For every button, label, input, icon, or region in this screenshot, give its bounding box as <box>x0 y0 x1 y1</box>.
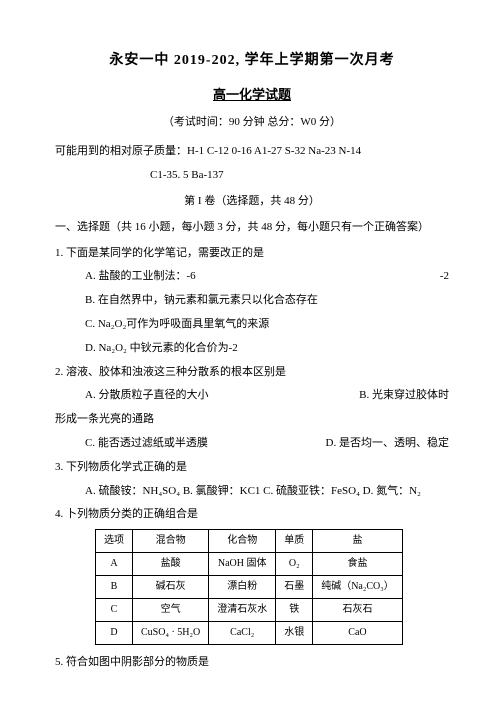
q1-opt-a: A. 盐酸的工业制法：-6 -2 <box>85 267 449 287</box>
th-mixture: 混合物 <box>133 530 209 553</box>
th-element: 单质 <box>276 530 313 553</box>
cell: CuSO₄ · 5H₂O <box>133 622 209 645</box>
table-row: A 盐酸 NaOH 固体 O₂ 食盐 <box>96 553 403 576</box>
cell: NaOH 固体 <box>209 553 276 576</box>
cell: 石墨 <box>276 576 313 599</box>
q2-d: D. 是否均一、透明、稳定 <box>326 434 449 454</box>
q2-c: C. 能否透过滤纸或半透膜 <box>85 434 326 454</box>
th-salt: 盐 <box>313 530 403 553</box>
q1-opt-d: D. Na₂O₂ 中钬元素的化合价为-2 <box>85 339 449 359</box>
q1-a-left: A. 盐酸的工业制法：-6 <box>85 267 440 287</box>
cell: 空气 <box>133 599 209 622</box>
q3-opts: A. 硫酸铵：NH₄SO₄ B. 氯酸钾：KC1 C. 硫酸亚铁：FeSO₄ D… <box>85 482 449 502</box>
cell: 纯碱（Na₂CO₃） <box>313 576 403 599</box>
part1-heading: 一、选择题（共 16 小题，每小题 3 分，共 48 分，每小题只有一个正确答案… <box>55 218 449 238</box>
cell: C <box>96 599 133 622</box>
q2-stem: 2. 溶液、胶体和浊液这三种分散系的根本区别是 <box>55 363 449 383</box>
table-row: C 空气 澄清石灰水 铁 石灰石 <box>96 599 403 622</box>
cell: 食盐 <box>313 553 403 576</box>
q4-table: 选项 混合物 化合物 单质 盐 A 盐酸 NaOH 固体 O₂ 食盐 B 碱石灰… <box>95 529 403 645</box>
table-header-row: 选项 混合物 化合物 单质 盐 <box>96 530 403 553</box>
cell: O₂ <box>276 553 313 576</box>
atomic-mass-line2: C1-35. 5 Ba-137 <box>150 166 449 186</box>
q3-stem: 3. 下列物质化学式正确的是 <box>55 458 449 478</box>
table-row: D CuSO₄ · 5H₂O CaCl₂ 水银 CaO <box>96 622 403 645</box>
q4-stem: 4. 卜列物质分类的正确组合是 <box>55 505 449 525</box>
q1-stem: 1. 下面是某同学的化学笔记，需要改正的是 <box>55 244 449 264</box>
cell: 漂白粉 <box>209 576 276 599</box>
cell: 盐酸 <box>133 553 209 576</box>
q2-b-cont: 形成一条光亮的通路 <box>55 410 449 430</box>
exam-subtitle: 高一化学试题 <box>55 83 449 106</box>
exam-title: 永安一中 2019-202, 学年上学期第一次月考 <box>55 48 449 73</box>
cell: A <box>96 553 133 576</box>
cell: 澄清石灰水 <box>209 599 276 622</box>
cell: B <box>96 576 133 599</box>
cell: CaO <box>313 622 403 645</box>
th-option: 选项 <box>96 530 133 553</box>
cell: 石灰石 <box>313 599 403 622</box>
exam-meta: （考试时间：90 分钟 总分：W0 分） <box>55 113 449 133</box>
q1-opt-c: C. Na₂O₂可作为呼吸面具里氧气的来源 <box>85 315 449 335</box>
q5-stem: 5. 符合如图中阴影部分的物质是 <box>55 653 449 673</box>
q1-a-right: -2 <box>440 267 449 287</box>
cell: 碱石灰 <box>133 576 209 599</box>
q2-a: A. 分散质粒子直径的大小 <box>85 386 359 406</box>
th-compound: 化合物 <box>209 530 276 553</box>
cell: D <box>96 622 133 645</box>
cell: 铁 <box>276 599 313 622</box>
section-header: 第 I 卷（选择题，共 48 分） <box>55 192 449 212</box>
cell: CaCl₂ <box>209 622 276 645</box>
atomic-mass-line1: 可能用到的相对原子质量：H-1 C-12 0-16 A1-27 S-32 Na-… <box>55 142 449 162</box>
q2-opt-ab: A. 分散质粒子直径的大小 B. 光束穿过胶体时 <box>85 386 449 406</box>
q1-opt-b: B. 在自然界中，钠元素和氯元素只以化合态存在 <box>85 291 449 311</box>
q2-b: B. 光束穿过胶体时 <box>359 386 449 406</box>
table-row: B 碱石灰 漂白粉 石墨 纯碱（Na₂CO₃） <box>96 576 403 599</box>
cell: 水银 <box>276 622 313 645</box>
q2-opt-cd: C. 能否透过滤纸或半透膜 D. 是否均一、透明、稳定 <box>85 434 449 454</box>
